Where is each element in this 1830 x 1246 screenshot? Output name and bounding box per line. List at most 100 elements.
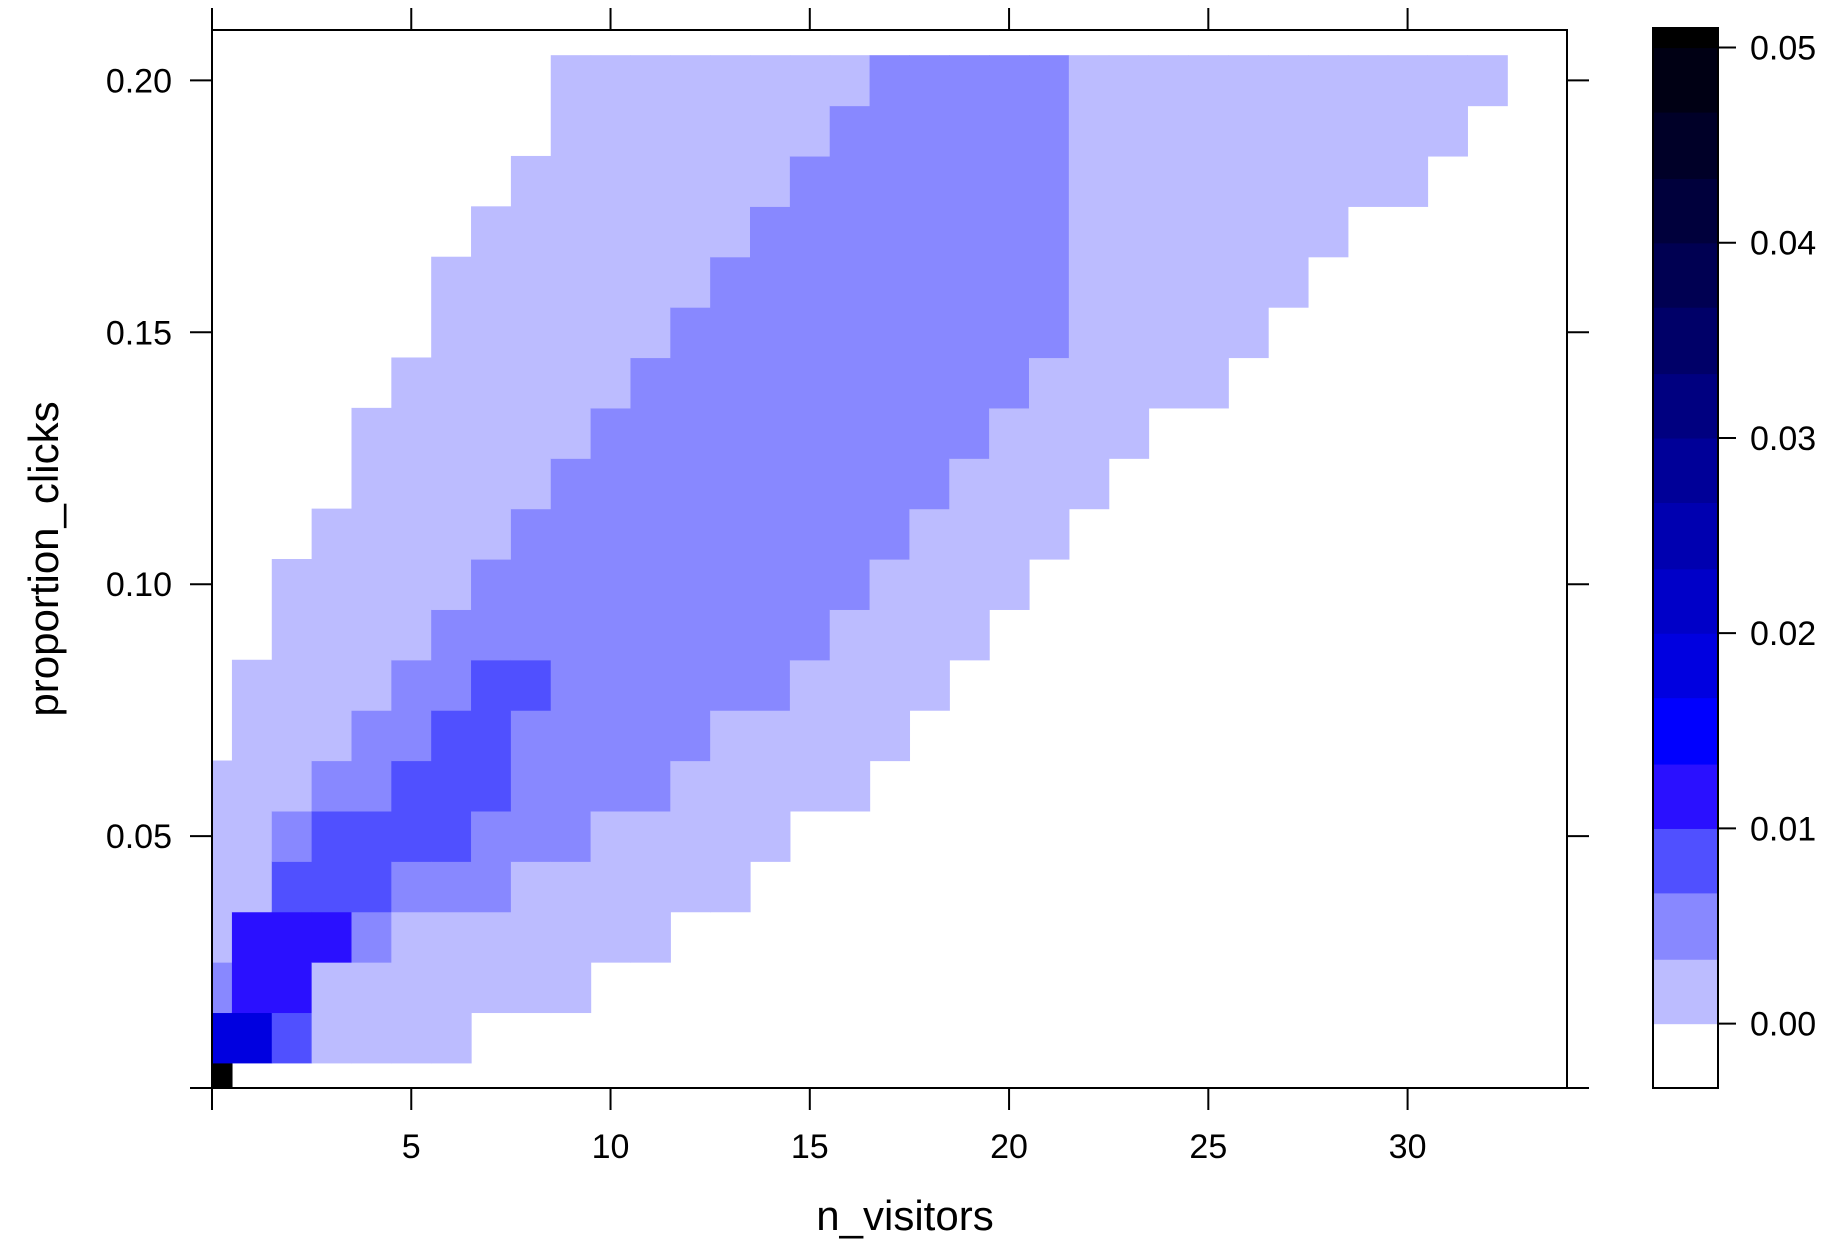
colorbar-level bbox=[1653, 307, 1718, 375]
heatmap-cell bbox=[590, 55, 632, 409]
heatmap-cell bbox=[630, 357, 671, 812]
colorbar-level bbox=[1653, 1023, 1718, 1089]
colorbar-level bbox=[1653, 373, 1718, 439]
y-tick-label: 0.15 bbox=[106, 314, 172, 352]
heatmap-cell bbox=[789, 659, 831, 812]
heatmap-cell bbox=[1268, 55, 1309, 308]
heatmap-cell bbox=[510, 659, 552, 711]
heatmap-cell bbox=[670, 55, 711, 308]
heatmap-cell bbox=[710, 256, 751, 711]
colorbar-level bbox=[1653, 437, 1718, 503]
heatmap-cell bbox=[510, 155, 552, 510]
heatmap-cell bbox=[351, 962, 392, 1064]
heatmap-cell bbox=[590, 810, 632, 963]
colorbar-level bbox=[1653, 828, 1718, 894]
x-axis-title: n_visitors bbox=[816, 1192, 993, 1239]
heatmap-cell bbox=[391, 357, 432, 661]
colorbar-tick-label: 0.01 bbox=[1750, 810, 1816, 848]
heatmap-cell bbox=[471, 206, 512, 560]
heatmap-cell bbox=[311, 810, 353, 913]
heatmap-cell bbox=[590, 407, 632, 812]
colorbar-tick-label: 0.03 bbox=[1750, 420, 1816, 458]
heatmap-cell bbox=[271, 861, 313, 913]
heatmap-cell bbox=[949, 458, 990, 661]
colorbar-level bbox=[1653, 959, 1718, 1025]
heatmap-cell bbox=[391, 760, 432, 862]
x-tick-label: 20 bbox=[990, 1128, 1028, 1166]
heatmap-cell bbox=[1188, 55, 1229, 409]
heatmap-cell bbox=[351, 710, 392, 812]
heatmap-cell bbox=[989, 407, 1030, 610]
heatmap-cell bbox=[351, 810, 392, 913]
heatmap-cell bbox=[829, 105, 871, 610]
heatmap-cell bbox=[909, 55, 950, 510]
heatmap-cell bbox=[949, 55, 990, 459]
y-tick-label: 0.10 bbox=[106, 566, 172, 604]
colorbar-level bbox=[1653, 892, 1718, 960]
heatmap-cell bbox=[391, 861, 432, 913]
heatmap-cell bbox=[431, 911, 472, 1064]
colorbar-level bbox=[1653, 502, 1718, 570]
heatmap-cell bbox=[311, 911, 353, 963]
heatmap-cell bbox=[351, 407, 392, 711]
heatmap-cell bbox=[431, 861, 472, 913]
heatmap-cell bbox=[431, 256, 472, 610]
heatmap-cell bbox=[670, 760, 711, 913]
colorbar-tick-label: 0.05 bbox=[1750, 30, 1816, 68]
axis-ticks: 5 10 15 20 25 30 0.05 0.10 0.15 0.20 bbox=[106, 8, 1589, 1166]
heatmap-cell bbox=[471, 559, 512, 661]
heatmap-cell bbox=[750, 206, 791, 711]
heatmap-cell bbox=[231, 1012, 273, 1064]
heatmap-cell bbox=[1028, 55, 1070, 359]
heatmap-cell bbox=[1307, 55, 1349, 258]
heatmap-cell bbox=[750, 710, 791, 862]
heatmap-cell bbox=[431, 609, 472, 711]
heatmap-cell bbox=[271, 911, 313, 1014]
heatmap-cell bbox=[1427, 55, 1468, 157]
heatmap-cell bbox=[710, 710, 751, 913]
heatmap-cell bbox=[510, 710, 552, 862]
y-tick-label: 0.20 bbox=[106, 62, 172, 100]
heatmap-cell bbox=[510, 861, 552, 1014]
heatmap-cell bbox=[231, 911, 273, 1014]
colorbar-level bbox=[1653, 111, 1718, 179]
colorbar-tick-label: 0.04 bbox=[1750, 225, 1816, 263]
colorbar-level bbox=[1653, 763, 1718, 829]
heatmap-cell bbox=[789, 55, 831, 157]
heatmap-cell bbox=[1148, 55, 1189, 409]
y-tick-label: 0.05 bbox=[106, 818, 172, 856]
heatmap-cell bbox=[271, 1012, 313, 1064]
colorbar-level bbox=[1653, 242, 1718, 308]
heatmap-cell bbox=[630, 55, 671, 359]
colorbar-level bbox=[1653, 178, 1718, 244]
heatmap-cell bbox=[789, 155, 831, 661]
heatmap-cell bbox=[510, 508, 552, 661]
heatmap-cell bbox=[212, 1062, 233, 1089]
heatmap-cell bbox=[829, 55, 871, 107]
x-tick-label: 5 bbox=[402, 1128, 421, 1166]
heatmap-cell bbox=[550, 55, 592, 459]
heatmap-cell bbox=[1028, 357, 1070, 560]
x-tick-label: 10 bbox=[592, 1128, 630, 1166]
heatmap-cell bbox=[869, 559, 911, 762]
heatmap-cell bbox=[212, 1012, 233, 1064]
x-tick-label: 30 bbox=[1389, 1128, 1427, 1166]
colorbar: 0.00 0.01 0.02 0.03 0.04 0.05 bbox=[1652, 27, 1816, 1089]
colorbar-level bbox=[1653, 28, 1718, 49]
heatmap-cell bbox=[829, 609, 871, 812]
x-tick-label: 25 bbox=[1189, 1128, 1227, 1166]
heatmap-cell bbox=[710, 55, 751, 258]
heatmap-cell bbox=[1387, 55, 1429, 207]
heatmap-cell bbox=[271, 559, 313, 812]
heatmap-cell bbox=[212, 760, 233, 963]
heatmap-cell bbox=[670, 307, 711, 762]
colorbar-frame bbox=[1652, 27, 1719, 1089]
heatmap-cell bbox=[471, 911, 512, 1014]
heatmap-cell bbox=[1108, 55, 1150, 459]
colorbar-level bbox=[1653, 47, 1718, 113]
heatmap-cell bbox=[1347, 55, 1389, 207]
plot-frame bbox=[211, 29, 1568, 1089]
heatmap-cell bbox=[351, 911, 392, 963]
heatmap-cell bbox=[471, 659, 512, 812]
heatmap-cell bbox=[311, 962, 353, 1064]
